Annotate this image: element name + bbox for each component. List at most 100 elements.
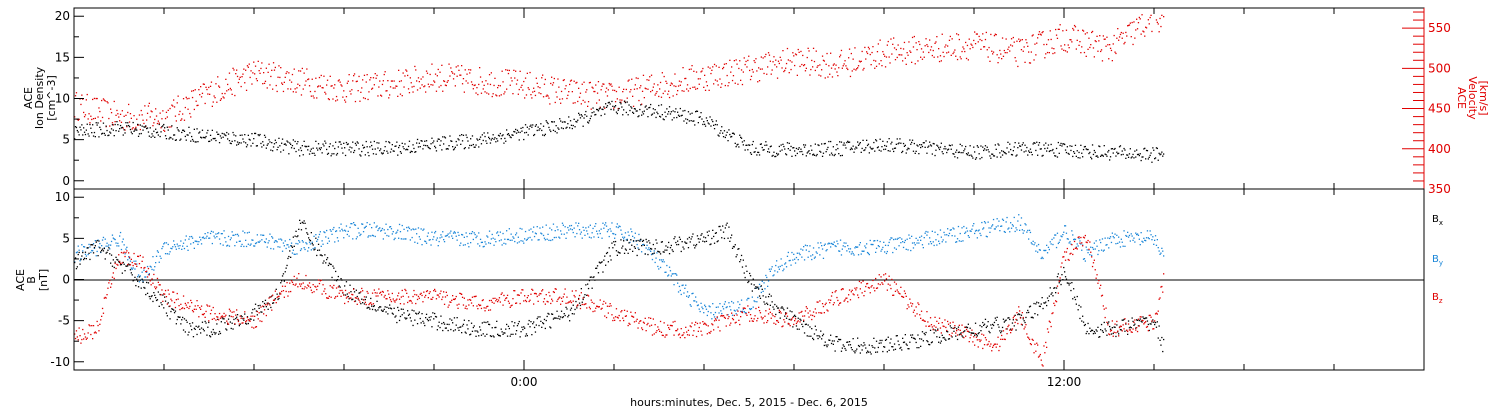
by-point-284 xyxy=(329,229,331,231)
ion-density-point-296 xyxy=(340,143,342,145)
velocity-point-477 xyxy=(503,93,505,95)
velocity-point-156 xyxy=(214,97,216,99)
velocity-point-719 xyxy=(721,83,723,85)
ion-density-point-675 xyxy=(681,114,683,116)
by-point-933 xyxy=(913,242,915,244)
ion-density-point-2 xyxy=(75,126,78,129)
by-point-1172 xyxy=(1128,234,1131,237)
bx-point-633 xyxy=(643,244,645,246)
bz-point-70 xyxy=(137,255,139,257)
ion-density-point-265 xyxy=(312,147,314,149)
velocity-point-540 xyxy=(560,102,562,104)
velocity-point-430 xyxy=(461,65,463,67)
bz-point-55 xyxy=(123,251,125,253)
velocity-point-783 xyxy=(778,62,780,65)
bx-point-748 xyxy=(747,281,749,284)
ion-density-point-149 xyxy=(208,140,210,143)
bx-point-317 xyxy=(359,292,361,294)
by-point-205 xyxy=(258,241,260,243)
velocity-point-772 xyxy=(768,54,771,56)
by-point-1052 xyxy=(1020,217,1023,219)
bx-point-979 xyxy=(955,335,957,337)
by-point-370 xyxy=(407,230,409,232)
velocity-point-847 xyxy=(836,71,838,73)
by-point-538 xyxy=(558,236,560,238)
velocity-point-383 xyxy=(418,81,420,83)
velocity-point-245 xyxy=(294,88,296,90)
velocity-point-264 xyxy=(311,78,313,80)
bx-point-126 xyxy=(187,334,189,336)
bx-point-896 xyxy=(880,342,882,344)
bx-point-851 xyxy=(839,338,842,341)
velocity-point-1039 xyxy=(1009,50,1011,52)
by-point-1080 xyxy=(1046,244,1048,246)
bz-point-27 xyxy=(98,330,100,332)
velocity-point-145 xyxy=(204,102,206,105)
ion-density-point-1202 xyxy=(1155,147,1158,149)
ion-density-point-632 xyxy=(642,113,645,115)
bx-point-394 xyxy=(428,316,430,319)
ion-density-point-383 xyxy=(418,142,420,144)
bz-point-34 xyxy=(104,296,106,299)
velocity-point-158 xyxy=(216,101,218,103)
velocity-point-222 xyxy=(273,69,276,71)
by-point-1014 xyxy=(986,236,988,238)
ion-density-point-638 xyxy=(648,107,650,109)
velocity-point-591 xyxy=(605,87,608,89)
ion-density-point-787 xyxy=(782,143,784,145)
bx-point-502 xyxy=(525,333,528,335)
ion-density-point-977 xyxy=(953,153,955,155)
by-point-599 xyxy=(613,233,615,235)
by-point-818 xyxy=(810,255,812,257)
by-point-725 xyxy=(726,306,728,308)
by-point-40 xyxy=(110,244,112,246)
bx-point-739 xyxy=(739,261,741,263)
ion-density-point-395 xyxy=(429,148,431,150)
by-point-56 xyxy=(124,253,126,255)
by-point-1098 xyxy=(1062,234,1064,236)
by-point-557 xyxy=(575,222,577,224)
velocity-point-81 xyxy=(146,112,149,114)
bx-point-985 xyxy=(960,332,962,334)
ion-density-point-339 xyxy=(379,149,381,152)
by-point-42 xyxy=(111,234,114,236)
ion-density-point-209 xyxy=(262,141,264,143)
by-point-1086 xyxy=(1051,238,1053,241)
bx-point-952 xyxy=(930,342,933,344)
ion-density-point-1022 xyxy=(993,155,996,157)
ion-density-point-46 xyxy=(115,130,117,132)
velocity-point-381 xyxy=(416,89,419,91)
velocity-point-966 xyxy=(943,55,945,58)
ion-density-point-80 xyxy=(146,127,148,130)
by-point-114 xyxy=(176,243,178,245)
by-point-1188 xyxy=(1143,237,1145,239)
by-point-262 xyxy=(309,243,312,245)
ion-density-point-272 xyxy=(318,147,321,149)
bx-point-696 xyxy=(700,234,702,236)
velocity-point-520 xyxy=(542,74,544,76)
ion-density-point-460 xyxy=(488,136,490,138)
velocity-point-860 xyxy=(848,57,850,59)
ion-density-point-394 xyxy=(428,147,430,149)
ion-density-point-647 xyxy=(656,111,658,113)
ion-density-point-225 xyxy=(276,149,278,151)
bx-point-1188 xyxy=(1143,317,1145,320)
ion-density-point-799 xyxy=(793,147,795,149)
bx-point-686 xyxy=(691,236,693,238)
velocity-point-390 xyxy=(425,91,427,93)
bx-point-419 xyxy=(451,319,453,321)
bx-point-323 xyxy=(364,298,366,301)
by-point-795 xyxy=(789,259,791,262)
bx-point-280 xyxy=(326,258,328,261)
ion-density-point-109 xyxy=(172,138,174,140)
velocity-point-1117 xyxy=(1079,41,1081,43)
ion-density-point-907 xyxy=(890,143,892,145)
velocity-point-670 xyxy=(677,90,679,92)
ion-density-point-676 xyxy=(682,110,684,112)
by-point-433 xyxy=(463,236,465,238)
bx-point-713 xyxy=(715,232,717,234)
ion-density-point-114 xyxy=(176,127,178,129)
ion-density-point-443 xyxy=(472,143,474,146)
by-point-177 xyxy=(233,234,235,236)
ion-density-point-839 xyxy=(829,154,831,156)
